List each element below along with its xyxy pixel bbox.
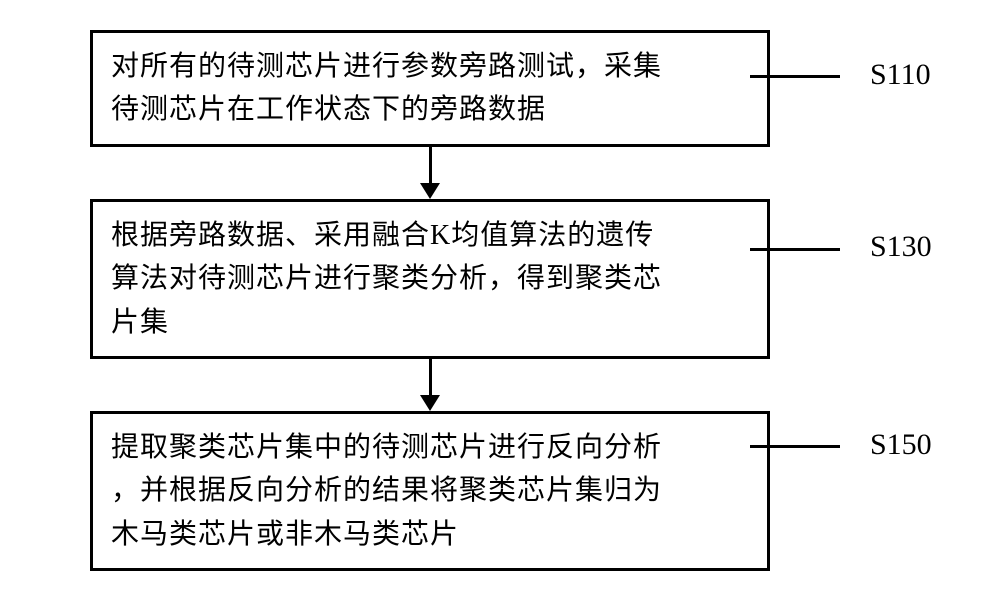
label-connector-line xyxy=(750,75,840,78)
step-label-s130: S130 xyxy=(870,230,932,264)
step-text: 根据旁路数据、采用融合K均值算法的遗传 算法对待测芯片进行聚类分析，得到聚类芯 … xyxy=(111,214,749,344)
flow-step-s110: 对所有的待测芯片进行参数旁路测试，采集 待测芯片在工作状态下的旁路数据 xyxy=(90,30,770,147)
flowchart-container: 对所有的待测芯片进行参数旁路测试，采集 待测芯片在工作状态下的旁路数据 根据旁路… xyxy=(70,30,790,571)
arrow-icon xyxy=(420,147,440,199)
flow-step-s150: 提取聚类芯片集中的待测芯片进行反向分析 ，并根据反向分析的结果将聚类芯片集归为 … xyxy=(90,411,770,571)
step-text: 对所有的待测芯片进行参数旁路测试，采集 待测芯片在工作状态下的旁路数据 xyxy=(111,45,749,132)
step-label-s110: S110 xyxy=(870,58,931,92)
step-text: 提取聚类芯片集中的待测芯片进行反向分析 ，并根据反向分析的结果将聚类芯片集归为 … xyxy=(111,426,749,556)
label-connector-line xyxy=(750,445,840,448)
label-connector-line xyxy=(750,248,840,251)
flow-step-s130: 根据旁路数据、采用融合K均值算法的遗传 算法对待测芯片进行聚类分析，得到聚类芯 … xyxy=(90,199,770,359)
step-label-s150: S150 xyxy=(870,428,932,462)
arrow-icon xyxy=(420,359,440,411)
